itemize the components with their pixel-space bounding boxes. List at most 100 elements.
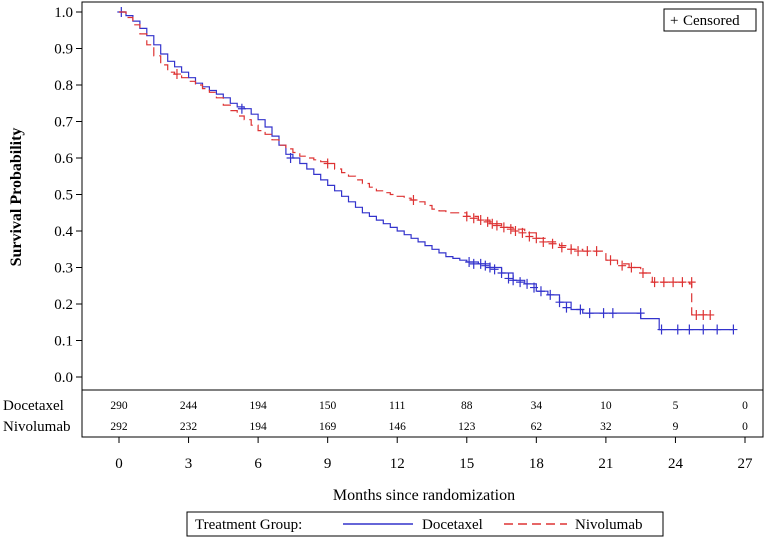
censor-mark xyxy=(532,233,541,244)
censor-mark xyxy=(699,309,708,320)
censor-mark xyxy=(172,69,181,80)
censor-mark xyxy=(485,262,494,273)
censor-mark xyxy=(469,213,478,224)
risk-count: 88 xyxy=(461,400,473,412)
y-tick-label: 0.9 xyxy=(54,42,73,58)
risk-count: 194 xyxy=(249,400,267,412)
legend-title: Treatment Group: xyxy=(195,517,302,533)
treatment-legend: Treatment Group: Docetaxel Nivolumab xyxy=(186,511,664,537)
censor-mark xyxy=(592,246,601,257)
y-tick-label: 0.8 xyxy=(54,78,73,94)
plot-frame xyxy=(81,1,764,438)
censor-mark xyxy=(476,215,485,226)
censor-mark xyxy=(659,277,668,288)
censor-mark xyxy=(509,275,518,286)
x-axis-label: Months since randomization xyxy=(333,487,515,504)
censor-mark xyxy=(469,258,478,269)
risk-count: 5 xyxy=(673,400,679,412)
x-tick-label: 0 xyxy=(115,456,123,472)
censor-mark xyxy=(608,308,617,319)
censor-mark xyxy=(476,258,485,269)
risk-count: 32 xyxy=(600,421,612,433)
censor-mark xyxy=(490,264,499,275)
censor-mark xyxy=(627,262,636,273)
y-tick-label: 0.5 xyxy=(54,188,73,204)
censor-mark xyxy=(729,324,738,335)
censor-mark xyxy=(237,103,246,114)
censor-mark xyxy=(530,282,539,293)
x-tick-label: 15 xyxy=(459,456,474,472)
risk-count: 10 xyxy=(600,400,612,412)
censor-marks-docetaxel xyxy=(117,7,738,335)
legend-label-docetaxel: Docetaxel xyxy=(422,517,483,533)
censor-mark xyxy=(576,304,585,315)
risk-count: 150 xyxy=(319,400,337,412)
y-tick-label: 0.3 xyxy=(54,261,73,277)
censor-mark xyxy=(506,224,515,235)
censor-mark xyxy=(511,226,520,236)
censor-mark xyxy=(523,278,532,289)
censor-mark xyxy=(599,308,608,319)
risk-count: 244 xyxy=(180,400,198,412)
censor-mark xyxy=(706,309,715,320)
y-tick-label: 0.6 xyxy=(54,151,73,167)
y-tick-label: 0.2 xyxy=(54,297,73,313)
censor-mark xyxy=(557,242,566,253)
censor-mark xyxy=(638,267,647,278)
y-tick-label: 0.1 xyxy=(54,334,73,350)
censor-mark xyxy=(323,158,332,169)
censor-mark xyxy=(516,277,525,288)
y-tick-label: 0.4 xyxy=(54,224,73,240)
censored-legend-label: Censored xyxy=(683,13,740,29)
censor-mark xyxy=(465,257,474,268)
censor-mark xyxy=(567,244,576,255)
censor-mark xyxy=(678,277,687,288)
censor-mark xyxy=(650,277,659,288)
risk-count: 232 xyxy=(180,421,198,433)
x-tick-label: 6 xyxy=(254,456,262,472)
censored-legend: + Censored xyxy=(663,8,757,32)
censor-mark xyxy=(488,218,497,229)
risk-count: 0 xyxy=(742,421,748,433)
risk-count: 194 xyxy=(249,421,267,433)
censor-mark xyxy=(539,236,548,247)
risk-count: 62 xyxy=(531,421,543,433)
censor-mark xyxy=(483,216,492,227)
censor-mark xyxy=(497,267,506,278)
censor-mark xyxy=(286,153,295,163)
x-tick-label: 27 xyxy=(738,456,754,472)
censor-mark xyxy=(409,194,418,205)
censor-mark xyxy=(548,238,557,249)
x-tick-label: 18 xyxy=(529,456,544,472)
censor-mark xyxy=(673,324,682,335)
y-axis-label: Survival Probability xyxy=(8,128,25,267)
x-tick-label: 24 xyxy=(668,456,684,472)
risk-count: 169 xyxy=(319,421,337,433)
censor-mark xyxy=(669,277,678,288)
censor-mark xyxy=(499,222,508,233)
y-tick-label: 1.0 xyxy=(54,5,73,21)
censor-mark xyxy=(546,289,555,300)
risk-count: 111 xyxy=(389,400,406,412)
risk-row-label: Nivolumab xyxy=(3,419,71,435)
censor-mark xyxy=(504,273,513,284)
censor-mark xyxy=(585,308,594,319)
series-line-nivolumab xyxy=(119,11,711,316)
y-tick-label: 0.0 xyxy=(54,370,73,386)
series-line-docetaxel xyxy=(119,11,734,331)
censor-mark xyxy=(583,246,592,257)
censor-mark xyxy=(536,286,545,297)
censor-marks-nivolumab xyxy=(172,69,715,320)
legend-label-nivolumab: Nivolumab xyxy=(575,517,643,533)
censor-mark xyxy=(574,246,583,257)
censor-mark xyxy=(699,324,708,335)
x-tick-label: 21 xyxy=(598,456,613,472)
risk-count: 34 xyxy=(531,400,543,412)
censor-mark xyxy=(525,231,534,242)
censor-mark xyxy=(462,211,471,222)
risk-count: 146 xyxy=(389,421,407,433)
x-tick-label: 12 xyxy=(390,456,405,472)
censor-mark xyxy=(657,324,666,335)
censor-mark xyxy=(685,324,694,335)
